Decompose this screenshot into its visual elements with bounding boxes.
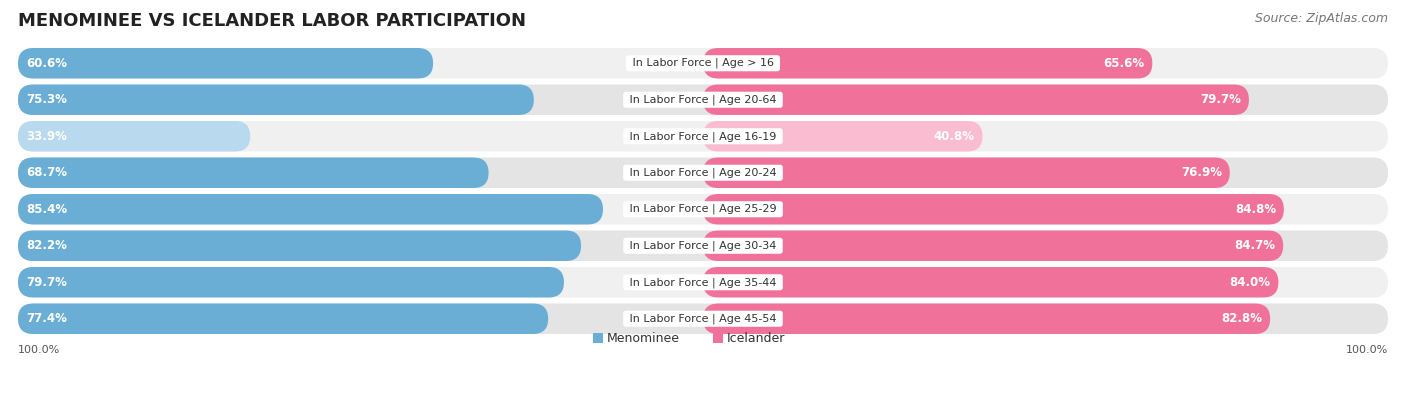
Text: Menominee: Menominee: [607, 331, 681, 344]
FancyBboxPatch shape: [18, 231, 1388, 261]
Text: 40.8%: 40.8%: [934, 130, 974, 143]
FancyBboxPatch shape: [18, 48, 1388, 79]
FancyBboxPatch shape: [18, 194, 603, 224]
Text: 65.6%: 65.6%: [1104, 57, 1144, 70]
FancyBboxPatch shape: [18, 158, 1388, 188]
Text: 79.7%: 79.7%: [1201, 93, 1241, 106]
Text: In Labor Force | Age 30-34: In Labor Force | Age 30-34: [626, 241, 780, 251]
Text: MENOMINEE VS ICELANDER LABOR PARTICIPATION: MENOMINEE VS ICELANDER LABOR PARTICIPATI…: [18, 12, 526, 30]
Text: 33.9%: 33.9%: [25, 130, 67, 143]
Text: Icelander: Icelander: [727, 331, 786, 344]
Text: 76.9%: 76.9%: [1181, 166, 1222, 179]
FancyBboxPatch shape: [18, 48, 433, 79]
Text: Source: ZipAtlas.com: Source: ZipAtlas.com: [1256, 12, 1388, 25]
Text: In Labor Force | Age 25-29: In Labor Force | Age 25-29: [626, 204, 780, 214]
FancyBboxPatch shape: [703, 121, 983, 152]
FancyBboxPatch shape: [703, 303, 1270, 334]
Text: 100.0%: 100.0%: [18, 345, 60, 355]
FancyBboxPatch shape: [703, 48, 1153, 79]
Text: 85.4%: 85.4%: [25, 203, 67, 216]
FancyBboxPatch shape: [703, 85, 1249, 115]
FancyBboxPatch shape: [703, 267, 1278, 297]
FancyBboxPatch shape: [713, 333, 723, 343]
Text: 82.8%: 82.8%: [1222, 312, 1263, 325]
FancyBboxPatch shape: [18, 158, 489, 188]
FancyBboxPatch shape: [18, 194, 1388, 224]
FancyBboxPatch shape: [18, 121, 1388, 152]
Text: In Labor Force | Age 35-44: In Labor Force | Age 35-44: [626, 277, 780, 288]
Text: In Labor Force | Age 16-19: In Labor Force | Age 16-19: [626, 131, 780, 141]
FancyBboxPatch shape: [18, 231, 581, 261]
FancyBboxPatch shape: [703, 194, 1284, 224]
FancyBboxPatch shape: [18, 85, 1388, 115]
FancyBboxPatch shape: [703, 231, 1284, 261]
Text: 68.7%: 68.7%: [25, 166, 67, 179]
FancyBboxPatch shape: [18, 85, 534, 115]
FancyBboxPatch shape: [18, 267, 564, 297]
FancyBboxPatch shape: [18, 303, 1388, 334]
Text: 84.8%: 84.8%: [1234, 203, 1275, 216]
FancyBboxPatch shape: [703, 158, 1230, 188]
FancyBboxPatch shape: [18, 303, 548, 334]
Text: 84.0%: 84.0%: [1229, 276, 1271, 289]
Text: In Labor Force | Age 20-24: In Labor Force | Age 20-24: [626, 167, 780, 178]
Text: 60.6%: 60.6%: [25, 57, 67, 70]
Text: In Labor Force | Age 45-54: In Labor Force | Age 45-54: [626, 314, 780, 324]
Text: 77.4%: 77.4%: [25, 312, 67, 325]
Text: In Labor Force | Age 20-64: In Labor Force | Age 20-64: [626, 94, 780, 105]
Text: 82.2%: 82.2%: [25, 239, 67, 252]
FancyBboxPatch shape: [18, 267, 1388, 297]
Text: 100.0%: 100.0%: [1346, 345, 1388, 355]
Text: In Labor Force | Age > 16: In Labor Force | Age > 16: [628, 58, 778, 68]
FancyBboxPatch shape: [18, 121, 250, 152]
Text: 84.7%: 84.7%: [1234, 239, 1275, 252]
FancyBboxPatch shape: [593, 333, 603, 343]
Text: 79.7%: 79.7%: [25, 276, 67, 289]
Text: 75.3%: 75.3%: [25, 93, 67, 106]
